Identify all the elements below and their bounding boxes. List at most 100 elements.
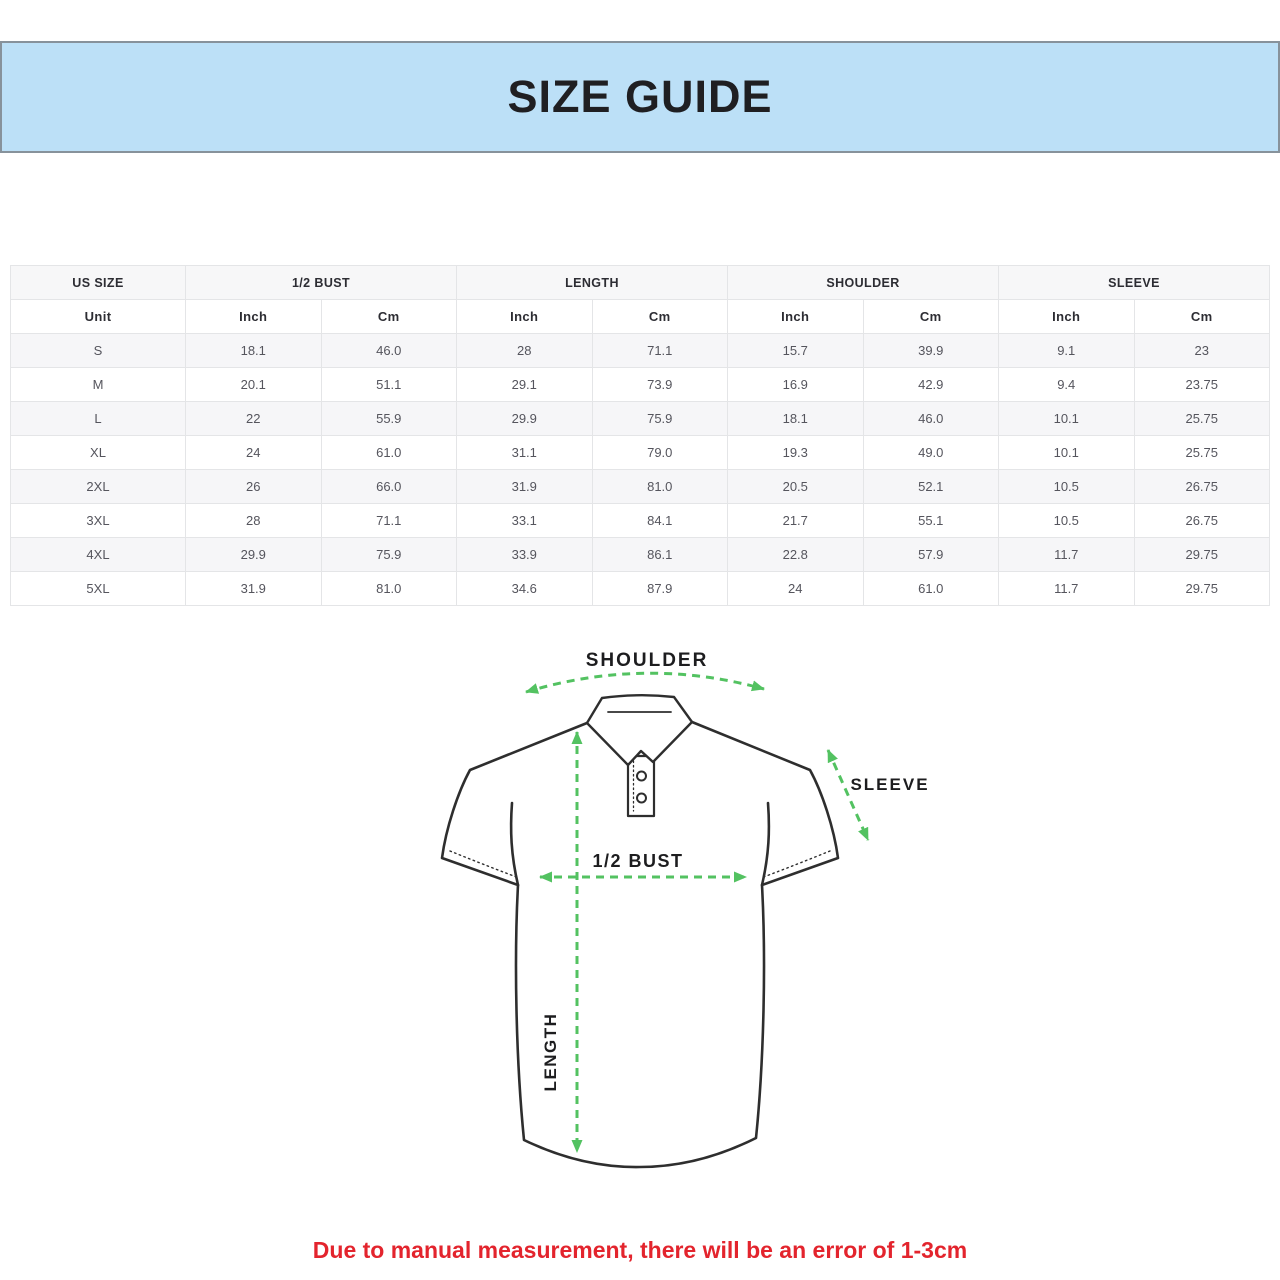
value-cell: 24: [727, 571, 864, 606]
value-cell: 26: [185, 469, 322, 504]
size-cell: 3XL: [10, 503, 186, 538]
value-cell: 10.1: [998, 401, 1135, 436]
unit-header-cell: Inch: [185, 299, 322, 334]
value-cell: 23: [1133, 333, 1270, 368]
value-cell: 49.0: [862, 435, 999, 470]
value-cell: 71.1: [320, 503, 457, 538]
size-table-body: S 18.1 46.0 28 71.1 15.7 39.9 9.1 23 M 20.1 51.1 29.…: [10, 333, 1270, 606]
sleeve-label: SLEEVE: [850, 775, 929, 794]
unit-header-cell: Unit: [10, 299, 186, 334]
value-cell: 9.1: [998, 333, 1135, 368]
size-cell: S: [10, 333, 186, 368]
value-cell: 9.4: [998, 367, 1135, 402]
value-cell: 79.0: [591, 435, 728, 470]
value-cell: 55.1: [862, 503, 999, 538]
value-cell: 21.7: [727, 503, 864, 538]
value-cell: 20.1: [185, 367, 322, 402]
value-cell: 61.0: [862, 571, 999, 606]
unit-header-row: Unit Inch Cm Inch Cm Inch Cm Inch Cm: [10, 299, 1270, 334]
size-guide-banner: SIZE GUIDE: [0, 41, 1280, 153]
value-cell: 22: [185, 401, 322, 436]
value-cell: 75.9: [591, 401, 728, 436]
size-cell: 5XL: [10, 571, 186, 606]
group-header-cell: SLEEVE: [998, 265, 1270, 300]
table-row: M 20.1 51.1 29.1 73.9 16.9 42.9 9.4 23.75: [10, 367, 1270, 402]
value-cell: 52.1: [862, 469, 999, 504]
value-cell: 15.7: [727, 333, 864, 368]
size-cell: M: [10, 367, 186, 402]
value-cell: 55.9: [320, 401, 457, 436]
table-row: S 18.1 46.0 28 71.1 15.7 39.9 9.1 23: [10, 333, 1270, 368]
value-cell: 51.1: [320, 367, 457, 402]
shoulder-label: SHOULDER: [586, 650, 709, 671]
table-row: L 22 55.9 29.9 75.9 18.1 46.0 10.1 25.75: [10, 401, 1270, 436]
size-table: US SIZE 1/2 BUST LENGTH SHOULDER SLEEVE Unit…: [10, 265, 1270, 606]
size-cell: 4XL: [10, 537, 186, 572]
value-cell: 66.0: [320, 469, 457, 504]
value-cell: 26.75: [1133, 503, 1270, 538]
value-cell: 57.9: [862, 537, 999, 572]
table-row: 4XL 29.9 75.9 33.9 86.1 22.8 57.9 11.7 29.75: [10, 537, 1270, 572]
value-cell: 31.9: [185, 571, 322, 606]
value-cell: 34.6: [456, 571, 593, 606]
value-cell: 29.1: [456, 367, 593, 402]
measurement-arrows: [525, 671, 870, 1153]
table-row: XL 24 61.0 31.1 79.0 19.3 49.0 10.1 25.75: [10, 435, 1270, 470]
page-title: SIZE GUIDE: [507, 71, 773, 122]
value-cell: 19.3: [727, 435, 864, 470]
value-cell: 81.0: [591, 469, 728, 504]
value-cell: 73.9: [591, 367, 728, 402]
unit-header-cell: Inch: [456, 299, 593, 334]
button-top: [636, 770, 647, 782]
length-label: LENGTH: [541, 1013, 560, 1092]
value-cell: 42.9: [862, 367, 999, 402]
button-bottom: [636, 792, 647, 804]
value-cell: 29.75: [1133, 537, 1270, 572]
size-cell: XL: [10, 435, 186, 470]
value-cell: 25.75: [1133, 401, 1270, 436]
value-cell: 81.0: [320, 571, 457, 606]
value-cell: 28: [185, 503, 322, 538]
value-cell: 31.9: [456, 469, 593, 504]
value-cell: 87.9: [591, 571, 728, 606]
unit-header-cell: Cm: [320, 299, 457, 334]
value-cell: 10.1: [998, 435, 1135, 470]
unit-header-cell: Inch: [727, 299, 864, 334]
unit-header-cell: Cm: [862, 299, 999, 334]
table-row: 2XL 26 66.0 31.9 81.0 20.5 52.1 10.5 26.75: [10, 469, 1270, 504]
value-cell: 46.0: [862, 401, 999, 436]
value-cell: 18.1: [727, 401, 864, 436]
value-cell: 22.8: [727, 537, 864, 572]
measurement-note: Due to manual measurement, there will be…: [312, 1237, 968, 1263]
value-cell: 71.1: [591, 333, 728, 368]
group-header-cell: SHOULDER: [727, 265, 999, 300]
value-cell: 28: [456, 333, 593, 368]
table-row: 5XL 31.9 81.0 34.6 87.9 24 61.0 11.7 29.75: [10, 571, 1270, 606]
right-cuff-stitch: [760, 850, 831, 879]
value-cell: 29.9: [185, 537, 322, 572]
value-cell: 29.9: [456, 401, 593, 436]
value-cell: 29.75: [1133, 571, 1270, 606]
shoulder-arrow: [525, 671, 765, 694]
group-header-cell: 1/2 BUST: [185, 265, 457, 300]
value-cell: 23.75: [1133, 367, 1270, 402]
value-cell: 26.75: [1133, 469, 1270, 504]
value-cell: 24: [185, 435, 322, 470]
group-header-row: US SIZE 1/2 BUST LENGTH SHOULDER SLEEVE: [10, 265, 1270, 300]
value-cell: 61.0: [320, 435, 457, 470]
unit-header-cell: Cm: [1133, 299, 1270, 334]
value-cell: 11.7: [998, 571, 1135, 606]
bust-label: 1/2 BUST: [592, 851, 683, 871]
left-armhole-seam: [509, 801, 520, 887]
group-header-cell: US SIZE: [10, 265, 186, 300]
group-header-cell: LENGTH: [456, 265, 728, 300]
placket: [626, 754, 656, 818]
value-cell: 39.9: [862, 333, 999, 368]
value-cell: 10.5: [998, 469, 1135, 504]
unit-header-cell: Inch: [998, 299, 1135, 334]
value-cell: 33.9: [456, 537, 593, 572]
value-cell: 10.5: [998, 503, 1135, 538]
value-cell: 75.9: [320, 537, 457, 572]
value-cell: 20.5: [727, 469, 864, 504]
